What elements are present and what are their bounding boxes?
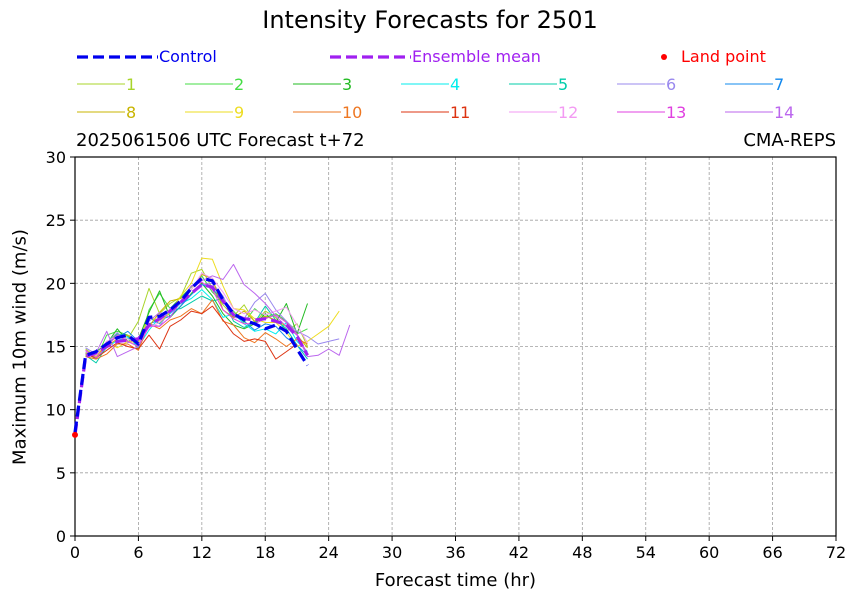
x-tick-label: 66 [762, 543, 782, 562]
legend-member-label-14: 14 [774, 103, 794, 122]
x-tick-label: 72 [826, 543, 846, 562]
ensemble-mean-line [73, 283, 309, 436]
x-tick-label: 30 [382, 543, 402, 562]
x-tick-label: 36 [445, 543, 465, 562]
legend-member-label-5: 5 [558, 75, 568, 94]
y-tick-label: 30 [46, 148, 66, 167]
y-tick-label: 20 [46, 274, 66, 293]
legend-land-point-label: Land point [681, 47, 766, 66]
control-line [73, 276, 309, 433]
legend-member-label-9: 9 [234, 103, 244, 122]
legend-member-label-2: 2 [234, 75, 244, 94]
legend-member-label-7: 7 [774, 75, 784, 94]
y-tick-label: 25 [46, 211, 66, 230]
legend-control-label: Control [159, 47, 217, 66]
x-tick-label: 12 [192, 543, 212, 562]
x-tick-label: 48 [572, 543, 592, 562]
legend-member-label-6: 6 [666, 75, 676, 94]
x-tick-label: 18 [255, 543, 275, 562]
member-line-4 [85, 289, 308, 359]
x-tick-label: 0 [70, 543, 80, 562]
legend-member-label-12: 12 [558, 103, 578, 122]
legend-member-label-10: 10 [342, 103, 362, 122]
forecast-init-label: 2025061506 UTC Forecast t+72 [76, 130, 365, 151]
y-tick-label: 0 [56, 527, 66, 546]
y-tick-label: 15 [46, 338, 66, 357]
legend-member-label-3: 3 [342, 75, 352, 94]
legend-member-label-11: 11 [450, 103, 470, 122]
legend-member-label-1: 1 [126, 75, 136, 94]
member-line-11 [85, 305, 298, 360]
legend-member-label-13: 13 [666, 103, 686, 122]
x-tick-label: 54 [636, 543, 656, 562]
x-axis-label: Forecast time (hr) [374, 570, 537, 591]
x-tick-label: 24 [318, 543, 338, 562]
chart-title: Intensity Forecasts for 2501 [262, 6, 598, 34]
x-tick-label: 6 [133, 543, 143, 562]
y-tick-label: 5 [56, 464, 66, 483]
member-line-10 [85, 299, 308, 360]
legend-land-point-marker [661, 54, 667, 60]
member-line-5 [85, 295, 308, 364]
legend-member-label-4: 4 [450, 75, 460, 94]
model-label: CMA-REPS [743, 130, 836, 151]
x-tick-label: 60 [699, 543, 719, 562]
x-tick-label: 42 [509, 543, 529, 562]
legend-ensemble-label: Ensemble mean [412, 47, 541, 66]
legend-member-label-8: 8 [126, 103, 136, 122]
land-point-marker [72, 431, 78, 438]
y-tick-label: 10 [46, 401, 66, 420]
